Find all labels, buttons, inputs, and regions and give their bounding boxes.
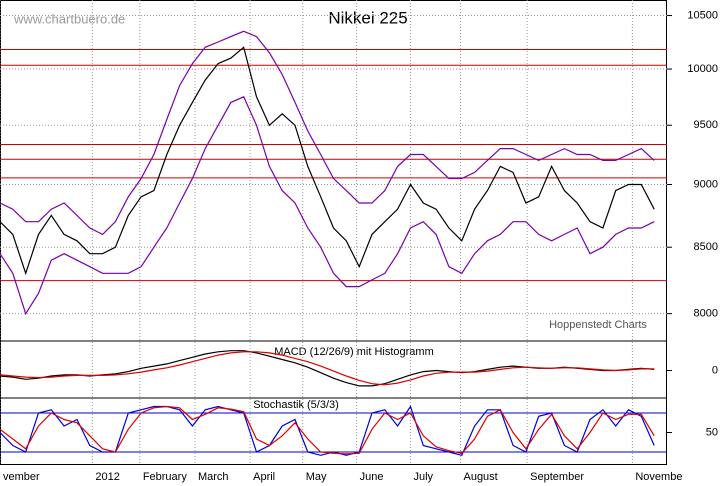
y-tick-label: 0 [712, 364, 718, 376]
panel-title: Stochastik (5/3/3) [253, 399, 339, 411]
series-line [0, 30, 655, 236]
source: www.chartbuero.de [13, 11, 125, 26]
x-tick-label: March [198, 471, 229, 483]
chart-title: Nikkei 225 [328, 8, 407, 27]
plot-frame [0, 0, 667, 465]
x-tick-label: vember [3, 471, 40, 483]
y-tick-label: 9500 [694, 119, 718, 131]
x-tick-label: 2012 [95, 471, 119, 483]
x-tick-label: September [530, 471, 584, 483]
y-tick-label: 10000 [687, 63, 718, 75]
y-tick-label: 9000 [694, 178, 718, 190]
x-tick-label: June [360, 471, 384, 483]
y-tick-label: 50 [706, 426, 718, 438]
series-line [0, 46, 655, 276]
y-tick-label: 10500 [687, 9, 718, 21]
x-tick-label: July [413, 471, 433, 483]
y-tick-label: 8500 [694, 241, 718, 253]
x-tick-label: Novembe [635, 471, 682, 483]
y-tick-label: 8000 [694, 308, 718, 320]
x-tick-label: February [143, 471, 188, 483]
x-tick-label: August [463, 471, 497, 483]
series-line [0, 405, 655, 455]
credit: Hoppenstedt Charts [549, 319, 647, 331]
series-line [0, 351, 655, 386]
panel-title: MACD (12/26/9) mit Histogramm [274, 346, 434, 358]
series-line [0, 405, 655, 457]
x-tick-label: May [306, 471, 327, 483]
x-tick-label: April [253, 471, 275, 483]
series-line [0, 96, 655, 316]
